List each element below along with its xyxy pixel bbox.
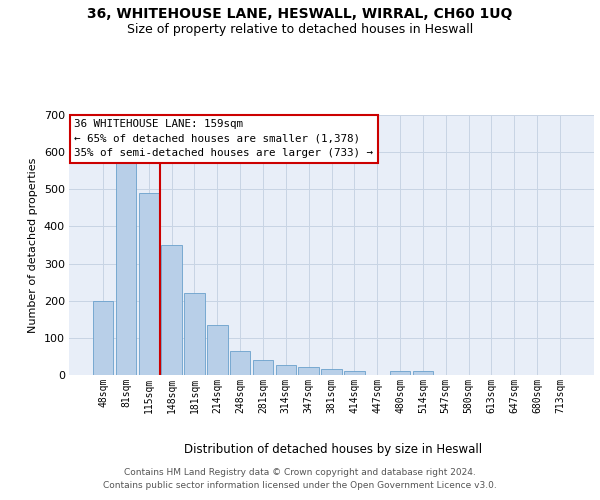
Bar [93,300,113,375]
Bar [207,325,227,375]
Text: Contains public sector information licensed under the Open Government Licence v3: Contains public sector information licen… [103,482,497,490]
Text: 36 WHITEHOUSE LANE: 159sqm
← 65% of detached houses are smaller (1,378)
35% of s: 36 WHITEHOUSE LANE: 159sqm ← 65% of deta… [74,119,373,158]
Text: 36, WHITEHOUSE LANE, HESWALL, WIRRAL, CH60 1UQ: 36, WHITEHOUSE LANE, HESWALL, WIRRAL, CH… [88,8,512,22]
Bar [344,370,365,375]
Bar [321,369,342,375]
Text: Contains HM Land Registry data © Crown copyright and database right 2024.: Contains HM Land Registry data © Crown c… [124,468,476,477]
Bar [390,370,410,375]
Y-axis label: Number of detached properties: Number of detached properties [28,158,38,332]
Text: Distribution of detached houses by size in Heswall: Distribution of detached houses by size … [184,442,482,456]
Bar [184,294,205,375]
Bar [230,351,250,375]
Bar [298,367,319,375]
Bar [116,160,136,375]
Bar [253,360,273,375]
Bar [139,193,159,375]
Bar [161,245,182,375]
Bar [413,372,433,375]
Text: Size of property relative to detached houses in Heswall: Size of property relative to detached ho… [127,22,473,36]
Bar [275,364,296,375]
